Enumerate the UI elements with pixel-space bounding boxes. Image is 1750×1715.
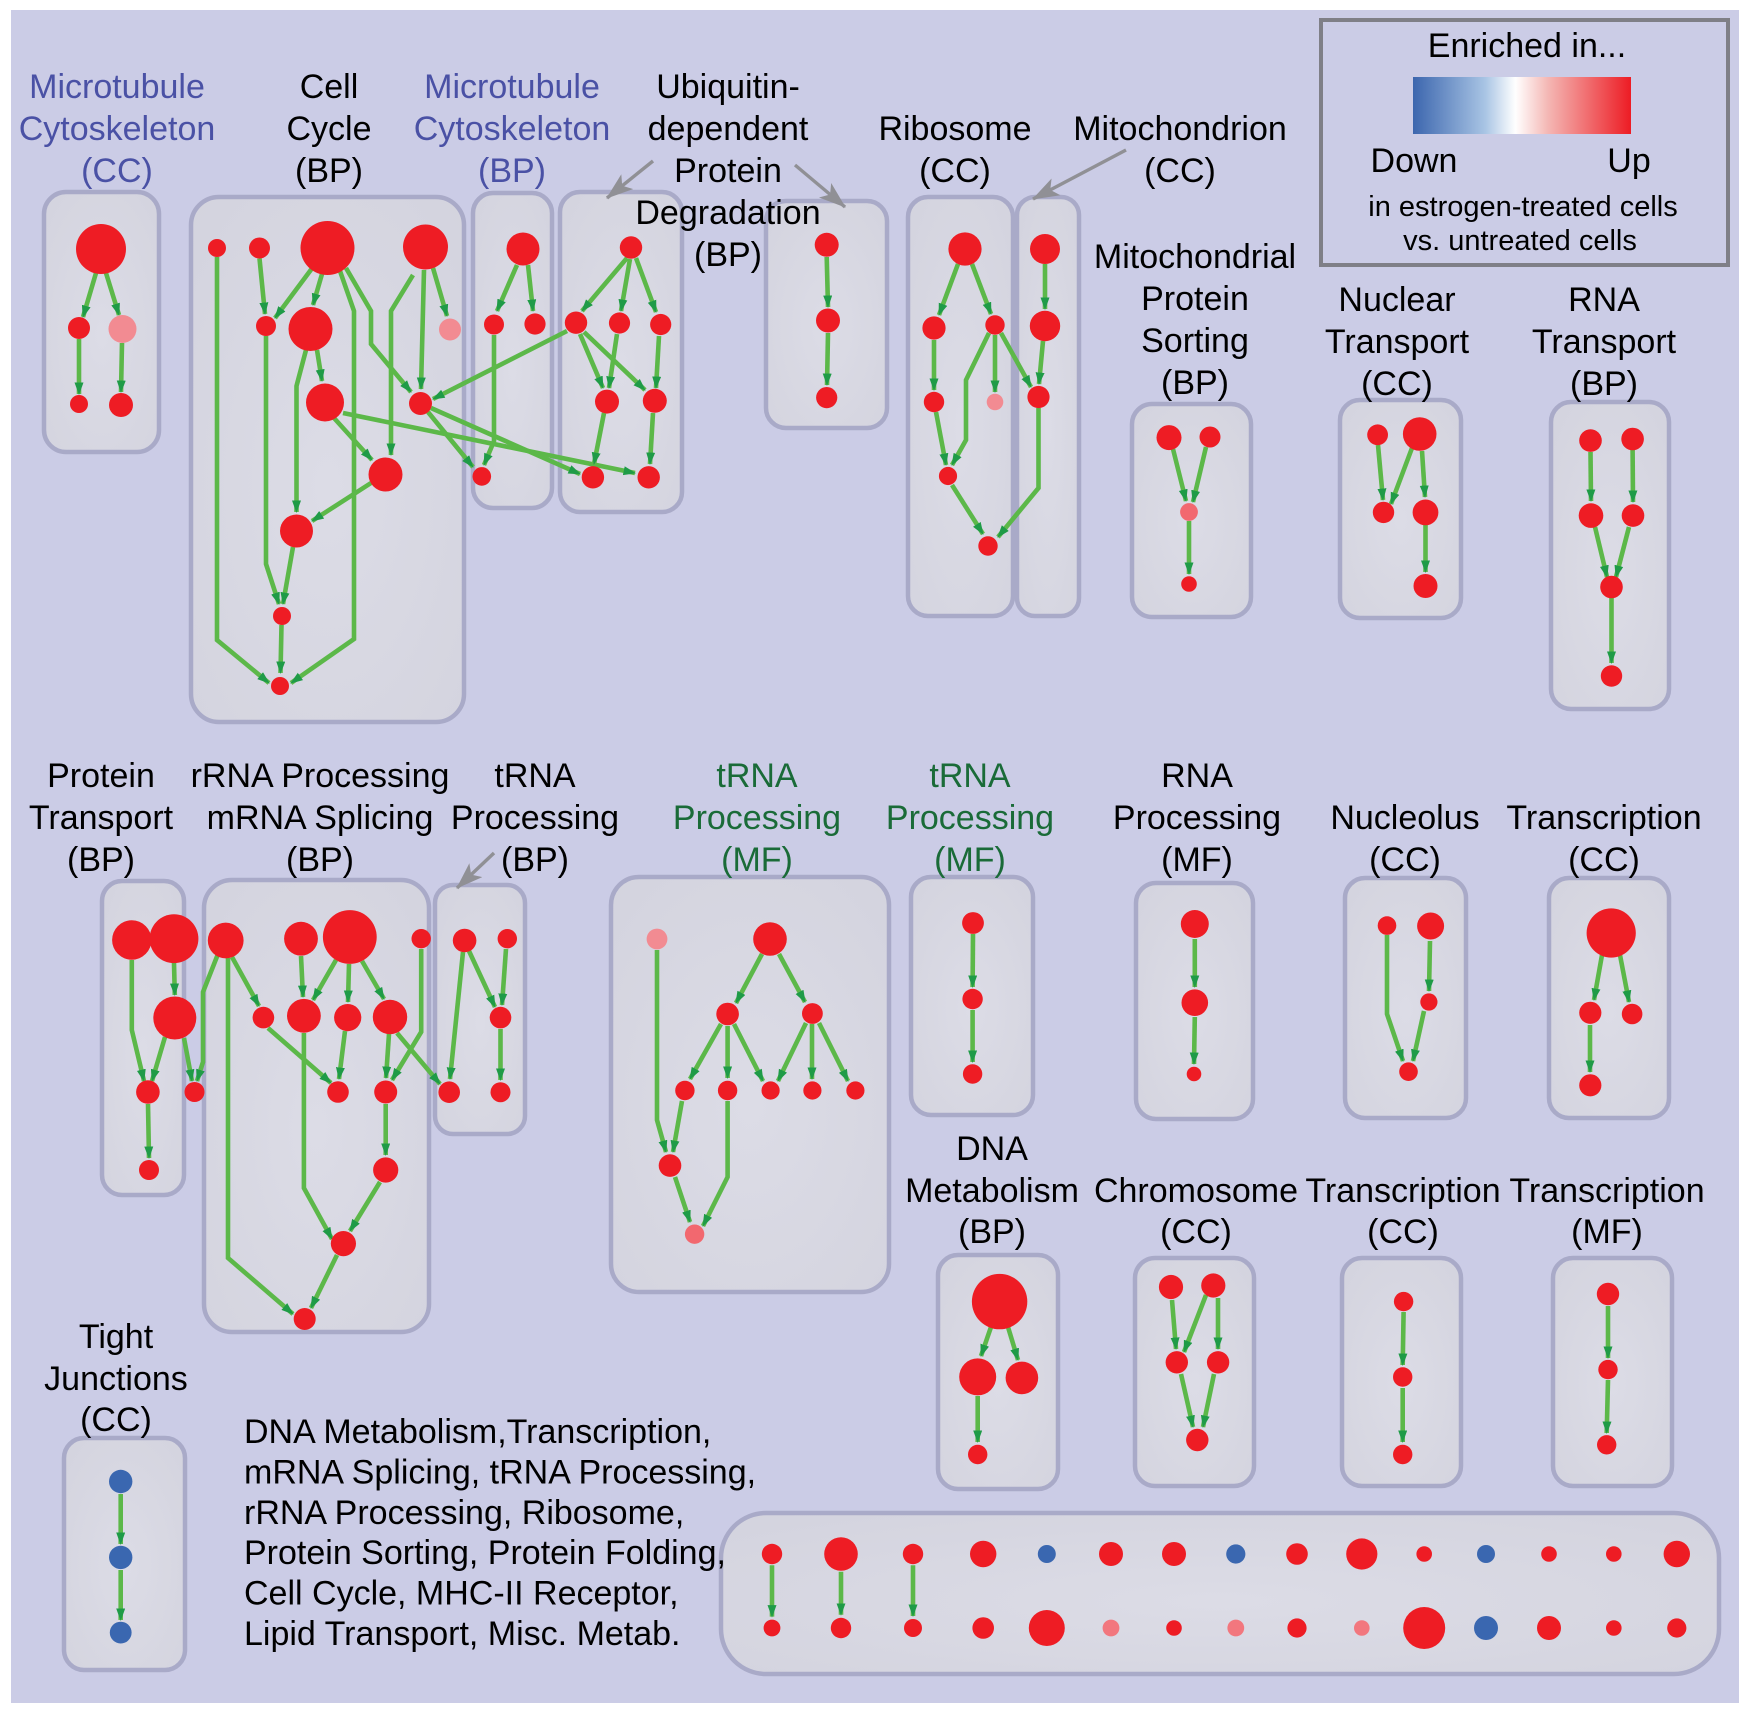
svg-text:Transport: Transport — [29, 799, 174, 837]
svg-text:Microtubule: Microtubule — [424, 68, 600, 106]
svg-text:Up: Up — [1607, 142, 1650, 180]
svg-text:Protein Sorting, Protein Foldi: Protein Sorting, Protein Folding, — [244, 1534, 726, 1572]
svg-text:(BP): (BP) — [694, 236, 762, 274]
svg-text:Down: Down — [1371, 142, 1458, 180]
svg-text:(CC): (CC) — [1160, 1213, 1232, 1251]
svg-text:(MF): (MF) — [721, 841, 793, 879]
svg-text:Processing: Processing — [451, 799, 619, 837]
svg-text:Metabolism: Metabolism — [905, 1172, 1079, 1210]
svg-text:Transport: Transport — [1532, 323, 1677, 361]
svg-text:DNA Metabolism,Transcription,: DNA Metabolism,Transcription, — [244, 1413, 711, 1451]
svg-text:mRNA Splicing: mRNA Splicing — [207, 799, 434, 837]
svg-text:RNA: RNA — [1568, 281, 1640, 319]
svg-text:Cytoskeleton: Cytoskeleton — [19, 110, 216, 148]
svg-text:Protein: Protein — [47, 757, 155, 795]
svg-text:Lipid Transport, Misc. Metab.: Lipid Transport, Misc. Metab. — [244, 1615, 681, 1653]
svg-text:Cytoskeleton: Cytoskeleton — [414, 110, 611, 148]
svg-text:(CC): (CC) — [1369, 841, 1441, 879]
svg-text:Sorting: Sorting — [1141, 322, 1249, 360]
svg-text:mRNA Splicing, tRNA Processing: mRNA Splicing, tRNA Processing, — [244, 1453, 756, 1491]
svg-text:Tight: Tight — [79, 1318, 154, 1356]
svg-text:tRNA: tRNA — [494, 757, 576, 795]
svg-text:Nuclear: Nuclear — [1338, 281, 1455, 319]
svg-text:vs. untreated cells: vs. untreated cells — [1403, 225, 1637, 257]
svg-text:Cell: Cell — [300, 68, 359, 106]
svg-text:Degradation: Degradation — [635, 194, 820, 232]
svg-text:Enriched in...: Enriched in... — [1428, 27, 1626, 65]
svg-text:Ribosome: Ribosome — [878, 110, 1031, 148]
svg-text:(CC): (CC) — [919, 152, 991, 190]
svg-text:(CC): (CC) — [1361, 365, 1433, 403]
svg-text:(CC): (CC) — [80, 1401, 152, 1439]
svg-text:DNA: DNA — [956, 1130, 1028, 1168]
svg-text:(BP): (BP) — [478, 152, 546, 190]
svg-text:(MF): (MF) — [934, 841, 1006, 879]
svg-text:rRNA Processing, Ribosome,: rRNA Processing, Ribosome, — [244, 1494, 684, 1532]
svg-text:(CC): (CC) — [1568, 841, 1640, 879]
svg-text:(BP): (BP) — [67, 841, 135, 879]
svg-text:Transcription: Transcription — [1509, 1172, 1704, 1210]
svg-text:Transcription: Transcription — [1506, 799, 1701, 837]
svg-text:Protein: Protein — [674, 152, 782, 190]
svg-text:Nucleolus: Nucleolus — [1330, 799, 1479, 837]
svg-text:Mitochondrion: Mitochondrion — [1073, 110, 1287, 148]
svg-text:tRNA: tRNA — [716, 757, 798, 795]
svg-text:Processing: Processing — [886, 799, 1054, 837]
svg-text:RNA: RNA — [1161, 757, 1233, 795]
svg-text:Processing: Processing — [1113, 799, 1281, 837]
svg-text:(BP): (BP) — [1570, 365, 1638, 403]
svg-text:(CC): (CC) — [81, 152, 153, 190]
svg-text:(BP): (BP) — [1161, 364, 1229, 402]
svg-text:(BP): (BP) — [501, 841, 569, 879]
svg-text:Mitochondrial: Mitochondrial — [1094, 238, 1296, 276]
svg-text:(MF): (MF) — [1571, 1213, 1643, 1251]
svg-text:(CC): (CC) — [1367, 1213, 1439, 1251]
svg-text:Protein: Protein — [1141, 280, 1249, 318]
svg-text:(BP): (BP) — [295, 152, 363, 190]
svg-text:Junctions: Junctions — [44, 1360, 188, 1398]
svg-text:in estrogen-treated cells: in estrogen-treated cells — [1368, 191, 1678, 223]
svg-text:(BP): (BP) — [958, 1213, 1026, 1251]
svg-text:rRNA Processing: rRNA Processing — [191, 757, 450, 795]
svg-text:Transport: Transport — [1325, 323, 1470, 361]
svg-text:dependent: dependent — [648, 110, 809, 148]
svg-text:Processing: Processing — [673, 799, 841, 837]
svg-text:Transcription: Transcription — [1305, 1172, 1500, 1210]
svg-text:tRNA: tRNA — [929, 757, 1011, 795]
svg-text:(CC): (CC) — [1144, 152, 1216, 190]
svg-text:Microtubule: Microtubule — [29, 68, 205, 106]
svg-text:Ubiquitin-: Ubiquitin- — [656, 68, 800, 106]
svg-text:Chromosome: Chromosome — [1094, 1172, 1298, 1210]
svg-text:(MF): (MF) — [1161, 841, 1233, 879]
svg-text:(BP): (BP) — [286, 841, 354, 879]
svg-text:Cell Cycle, MHC-II Receptor,: Cell Cycle, MHC-II Receptor, — [244, 1575, 679, 1613]
svg-text:Cycle: Cycle — [286, 110, 371, 148]
